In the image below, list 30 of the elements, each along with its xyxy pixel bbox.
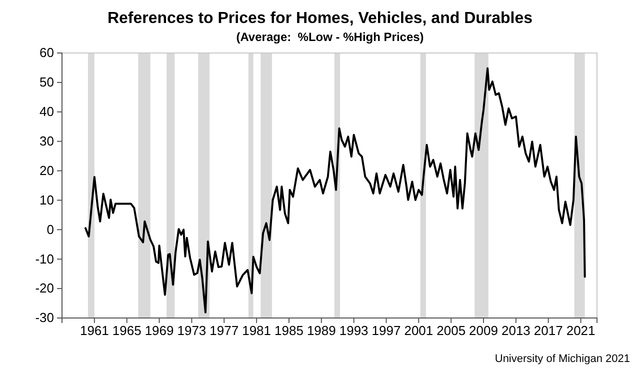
- y-tick-label: 60: [40, 45, 54, 60]
- x-tick-label: 2013: [501, 323, 530, 338]
- x-tick-label: 2005: [436, 323, 466, 338]
- x-tick-label: 1997: [372, 323, 401, 338]
- y-tick-label: 30: [40, 133, 54, 148]
- chart-subtitle: (Average: %Low - %High Prices): [236, 30, 424, 44]
- y-tick-label: -30: [35, 310, 54, 326]
- y-tick-label: 50: [40, 74, 54, 90]
- y-tick-label: 20: [40, 162, 54, 178]
- x-tick-label: 1969: [144, 323, 174, 338]
- y-tick-label: -20: [35, 280, 54, 296]
- y-tick-label: -10: [35, 251, 54, 266]
- x-tick-label: 1993: [339, 323, 368, 338]
- x-tick-label: 1985: [274, 323, 304, 338]
- x-tick-label: 1961: [80, 323, 109, 338]
- y-tick-label: 10: [40, 192, 54, 208]
- x-tick-label: 1981: [242, 323, 272, 338]
- x-tick-label: 1965: [112, 323, 142, 338]
- x-tick-label: 1973: [177, 323, 206, 338]
- x-tick-label: 2017: [534, 323, 563, 338]
- line-series: [84, 67, 586, 314]
- y-tick-label: 0: [46, 222, 54, 237]
- x-tick-label: 1989: [306, 323, 336, 338]
- x-tick-label: 2021: [566, 323, 596, 338]
- x-tick-label: 2009: [469, 323, 498, 338]
- y-tick-label: 40: [40, 104, 54, 120]
- chart-title: References to Prices for Homes, Vehicles, and Durables: [107, 10, 533, 27]
- x-tick-label: 1977: [210, 323, 239, 338]
- text: University of Michigan 2021: [494, 353, 630, 365]
- x-tick-label: 2001: [404, 323, 434, 338]
